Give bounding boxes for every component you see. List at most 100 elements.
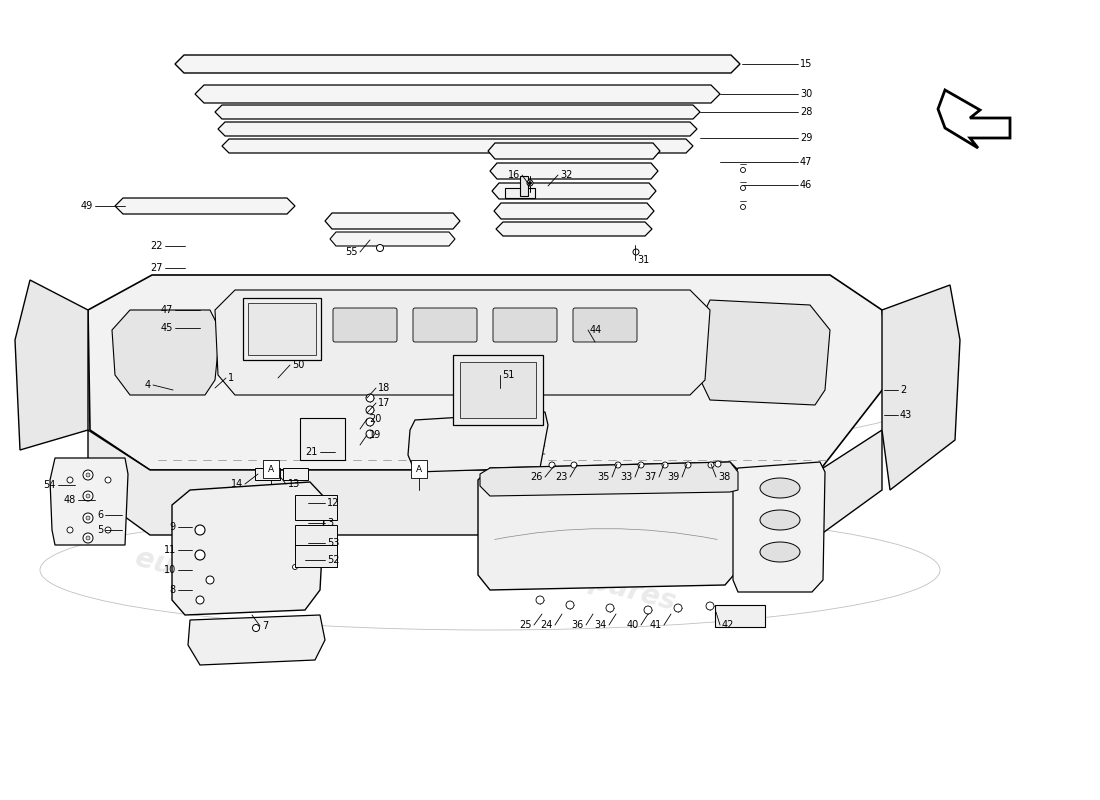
Circle shape [376,245,384,251]
Text: 33: 33 [620,472,632,482]
Circle shape [615,462,622,468]
Polygon shape [586,342,700,372]
Text: 1: 1 [228,373,234,383]
Text: 52: 52 [327,555,340,565]
Ellipse shape [760,510,800,530]
Text: 34: 34 [595,620,607,630]
Circle shape [685,462,691,468]
Circle shape [740,186,746,190]
Text: 45: 45 [161,323,173,333]
Circle shape [527,180,534,186]
Circle shape [706,602,714,610]
Polygon shape [698,300,830,405]
Polygon shape [505,188,535,198]
Text: 38: 38 [718,472,730,482]
Text: eurospares: eurospares [502,354,679,426]
Text: 11: 11 [164,545,176,555]
Text: 15: 15 [800,59,813,69]
Polygon shape [214,105,700,119]
Text: A: A [416,465,422,474]
Polygon shape [222,139,693,153]
Circle shape [195,550,205,560]
Circle shape [366,394,374,402]
Ellipse shape [760,542,800,562]
Text: 29: 29 [800,133,813,143]
Circle shape [566,601,574,609]
Circle shape [82,533,94,543]
Polygon shape [330,232,455,246]
Circle shape [104,527,111,533]
Polygon shape [188,615,324,665]
Ellipse shape [760,478,800,498]
Circle shape [536,596,544,604]
Circle shape [528,182,531,185]
Circle shape [206,576,214,584]
Text: 6: 6 [97,510,103,520]
Text: 27: 27 [151,263,163,273]
Text: 4: 4 [145,380,151,390]
Polygon shape [494,203,654,219]
Circle shape [644,606,652,614]
Text: 7: 7 [262,621,268,631]
Text: 19: 19 [368,430,382,440]
Text: 36: 36 [572,620,584,630]
Circle shape [571,462,578,468]
Polygon shape [324,213,460,229]
Text: 46: 46 [800,180,812,190]
Polygon shape [50,458,128,545]
Polygon shape [283,468,308,480]
Polygon shape [300,418,345,460]
Circle shape [196,596,204,604]
Circle shape [293,565,297,570]
Text: A: A [268,465,274,474]
Circle shape [632,249,639,255]
Text: 44: 44 [590,325,603,335]
Text: 43: 43 [900,410,912,420]
Text: 26: 26 [530,472,543,482]
Text: 42: 42 [722,620,735,630]
Text: 48: 48 [64,495,76,505]
Circle shape [606,604,614,612]
Bar [248,303,316,355]
Polygon shape [938,90,1010,148]
Polygon shape [172,482,324,615]
Circle shape [86,494,90,498]
Circle shape [366,418,374,426]
Bar [453,355,543,425]
Polygon shape [116,198,295,214]
Circle shape [366,406,374,414]
Bar [715,605,764,627]
Circle shape [82,513,94,523]
Text: 50: 50 [292,360,305,370]
Text: 54: 54 [44,480,56,490]
Text: 13: 13 [288,479,300,489]
Text: 10: 10 [164,565,176,575]
Text: 31: 31 [637,255,649,265]
Polygon shape [408,412,548,472]
Polygon shape [88,275,890,470]
Text: eurospares: eurospares [502,544,679,616]
Text: 40: 40 [627,620,639,630]
Text: 18: 18 [378,383,390,393]
Circle shape [82,470,94,480]
Polygon shape [218,122,697,136]
Bar [295,545,337,567]
Polygon shape [88,430,882,535]
Circle shape [67,527,73,533]
Circle shape [366,430,374,438]
Text: 53: 53 [327,538,340,548]
Text: 39: 39 [668,472,680,482]
Text: 37: 37 [645,472,657,482]
Text: 24: 24 [540,620,553,630]
Circle shape [104,477,111,483]
Circle shape [67,477,73,483]
Text: 55: 55 [345,247,358,257]
Text: 16: 16 [508,170,520,180]
Bar [460,362,536,418]
Circle shape [86,473,90,477]
Circle shape [708,462,714,468]
Text: 17: 17 [378,398,390,408]
FancyBboxPatch shape [412,308,477,342]
Text: 47: 47 [161,305,173,315]
Circle shape [549,462,556,468]
